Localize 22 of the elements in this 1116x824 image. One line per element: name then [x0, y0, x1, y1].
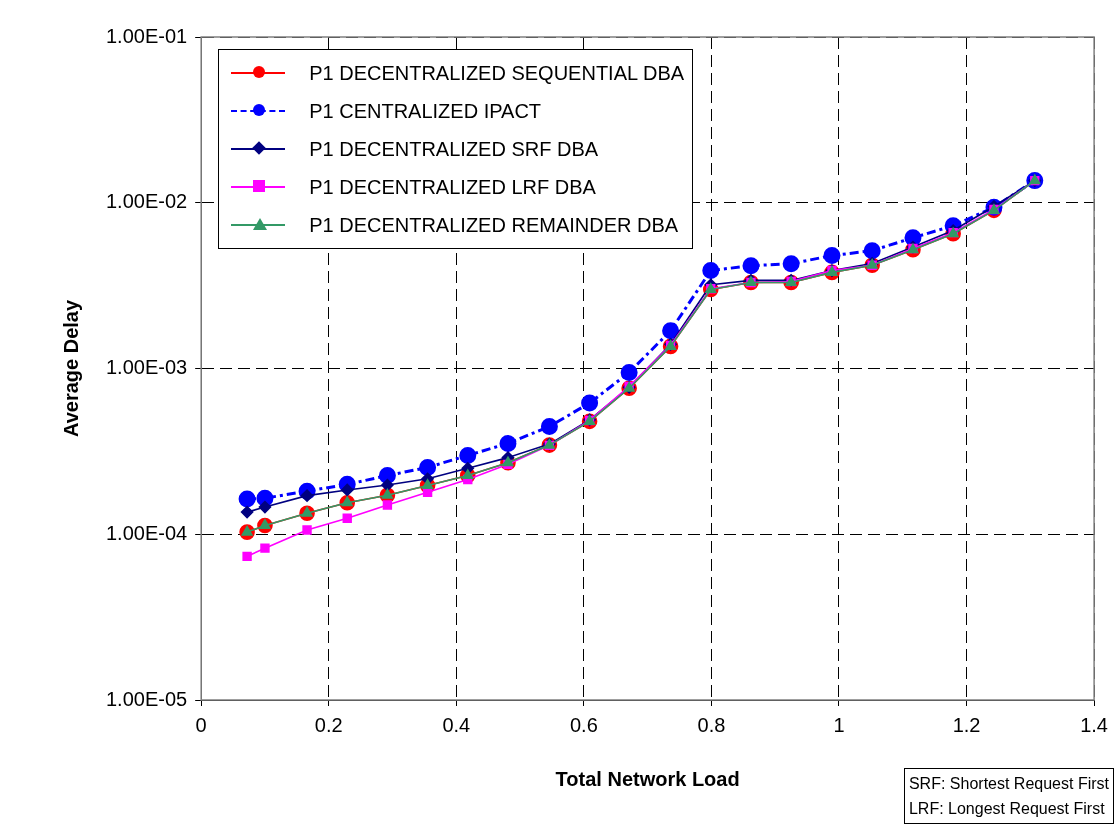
x-tick-label: 1 [833, 713, 845, 736]
x-tick-label: 0.4 [442, 713, 471, 736]
legend-label: P1 DECENTRALIZED SEQUENTIAL DBA [309, 61, 685, 85]
legend-label: P1 DECENTRALIZED SRF DBA [309, 137, 599, 161]
y-tick-label: 1.00E-05 [106, 687, 188, 710]
x-axis-title: Total Network Load [555, 767, 740, 790]
legend-label: P1 DECENTRALIZED LRF DBA [309, 175, 596, 199]
x-tick-label: 1.4 [1080, 713, 1108, 736]
y-tick-label: 1.00E-03 [106, 356, 188, 379]
text: SRF: Shortest Request First [908, 774, 1109, 794]
x-tick-label: 0 [195, 713, 207, 736]
y-tick-label: 1.00E-02 [106, 190, 188, 213]
legend-label: P1 CENTRALIZED IPACT [309, 99, 542, 123]
x-tick-label: 0.2 [314, 713, 343, 736]
x-tick-label: 0.8 [697, 713, 726, 736]
y-axis-title: Average Delay [59, 299, 82, 438]
y-tick-label: 1.00E-01 [106, 24, 188, 47]
text: LRF: Longest Request First [908, 799, 1106, 819]
legend-label: P1 DECENTRALIZED REMAINDER DBA [309, 213, 679, 237]
x-tick-label: 0.6 [569, 713, 598, 736]
y-tick-label: 1.00E-04 [106, 521, 188, 544]
x-tick-label: 1.2 [952, 713, 981, 736]
